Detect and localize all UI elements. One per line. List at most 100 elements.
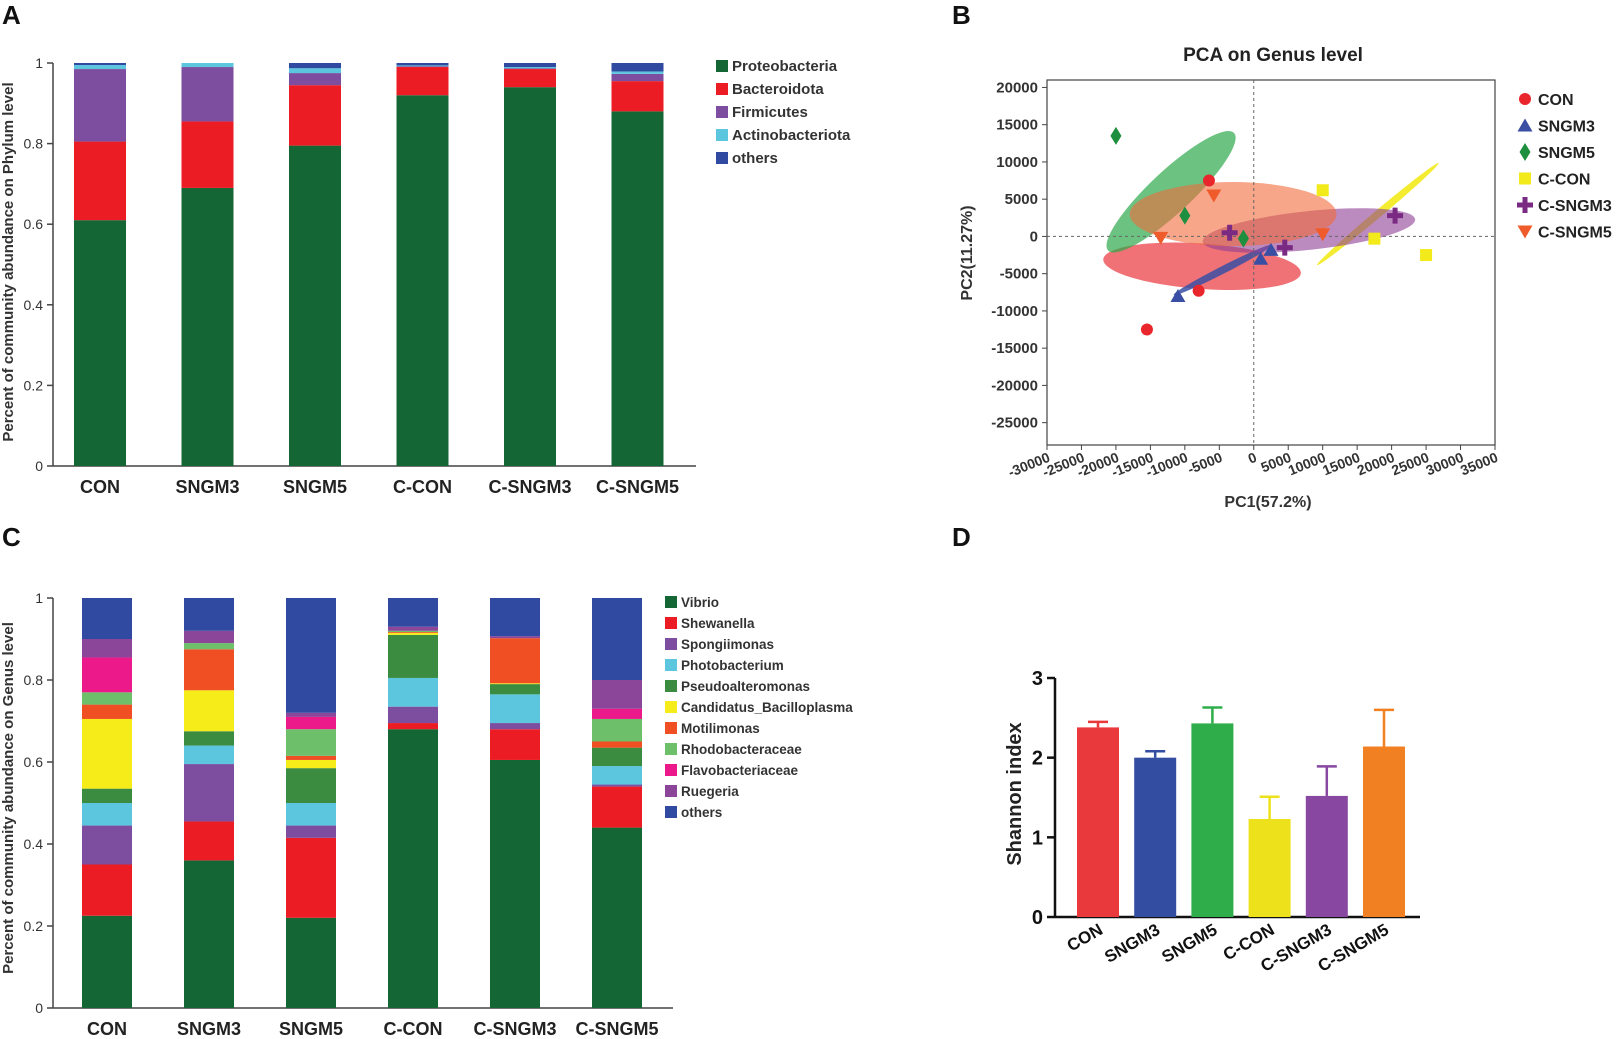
shannon-bar: [1305, 795, 1348, 917]
genus-legend-label: others: [681, 805, 722, 820]
shannon-category-label: SNGM5: [1159, 920, 1221, 967]
phylum-category-label: C-SNGM3: [488, 477, 571, 497]
genus-bar-segment: [490, 759, 540, 1008]
genus-bar-segment: [82, 825, 132, 865]
phylum-chart-ylabel: Percent of community abundance on Phylum…: [0, 82, 17, 441]
genus-bar-segment: [388, 729, 438, 1008]
phylum-bar-segment: [611, 111, 664, 467]
genus-category-label: SNGM5: [279, 1019, 343, 1039]
panel-label-d: D: [952, 522, 971, 552]
phylum-bar-segment: [181, 121, 234, 188]
genus-bar-segment: [82, 639, 132, 658]
genus-bar-segment: [592, 680, 642, 709]
phylum-bar-segment: [289, 68, 341, 74]
pca-legend-label: C-SNGM3: [1538, 198, 1612, 215]
pca-point-c-con: [1420, 249, 1433, 262]
pca-point-c-sngm3: [1387, 207, 1404, 224]
pca-confidence-ellipse: [1129, 182, 1337, 247]
genus-legend-label: Photobacterium: [681, 658, 784, 673]
shannon-bar: [1363, 746, 1405, 917]
pca-point-sngm5: [1179, 206, 1191, 225]
phylum-category-label: SNGM3: [175, 477, 239, 497]
genus-bar-segment: [286, 825, 336, 838]
genus-bar-segment: [490, 723, 540, 730]
genus-bar-segment: [592, 598, 642, 680]
phylum-bar-segment: [289, 63, 341, 69]
phylum-category-label: C-SNGM5: [596, 477, 679, 497]
genus-bar-segment: [82, 657, 132, 693]
genus-bar-segment: [184, 649, 234, 691]
genus-bar-segment: [184, 745, 234, 765]
genus-bar-segment: [286, 712, 336, 717]
phylum-bar-segment: [396, 66, 449, 68]
genus-bar-segment: [82, 692, 132, 705]
genus-bar-segment: [286, 917, 336, 1008]
phylum-bar-segment: [611, 71, 664, 74]
genus-bar-segment: [388, 598, 438, 627]
pca-point-c-sngm5: [1153, 231, 1169, 245]
phylum-bar-segment: [74, 220, 126, 466]
genus-bar-segment: [388, 706, 438, 724]
pca-confidence-ellipse: [1173, 244, 1272, 296]
genus-category-label: C-SNGM5: [575, 1019, 658, 1039]
shannon-category-label: SNGM3: [1101, 920, 1163, 967]
pca-legend-label: SNGM3: [1538, 119, 1595, 136]
genus-bar-segment: [388, 626, 438, 631]
phylum-y-tick-label: 0.4: [24, 297, 44, 313]
genus-bar-segment: [82, 598, 132, 639]
phylum-y-tick-label: 0.6: [24, 216, 44, 232]
pca-chart-xlabel: PC1(57.2%): [1224, 494, 1311, 511]
phylum-legend-label: Proteobacteria: [732, 58, 838, 75]
shannon-bar: [1248, 819, 1291, 917]
genus-legend-label: Flavobacteriaceae: [681, 763, 799, 778]
phylum-bar-segment: [396, 63, 449, 66]
pca-y-tick-label: 5000: [1005, 191, 1038, 208]
phylum-legend-swatch: [716, 106, 728, 118]
phylum-bar-segment: [289, 145, 341, 467]
phylum-bar-segment: [74, 65, 126, 70]
genus-bar-segment: [286, 755, 336, 760]
genus-bar-segment: [286, 729, 336, 756]
pca-y-tick-label: -10000: [991, 303, 1038, 320]
phylum-bar-segment: [504, 69, 556, 88]
phylum-legend-swatch: [716, 129, 728, 141]
phylum-legend-label: Actinobacteriota: [732, 127, 851, 144]
genus-bar-segment: [490, 683, 540, 685]
phylum-y-tick-label: 1: [35, 55, 43, 71]
pca-y-tick-label: 0: [1030, 228, 1038, 245]
genus-bar-segment: [388, 632, 438, 635]
genus-legend-swatch: [665, 638, 677, 650]
genus-legend-label: Spongiimonas: [681, 637, 774, 652]
phylum-y-tick-label: 0: [35, 458, 43, 474]
genus-legend-label: Vibrio: [681, 595, 719, 610]
shannon-y-tick-label: 0: [1032, 907, 1043, 929]
pca-y-tick-label: -20000: [991, 377, 1038, 394]
phylum-bar-segment: [74, 63, 126, 66]
phylum-bar-segment: [611, 81, 664, 112]
pca-scatter-chart: PCA on Genus level PC1(57.2%) PC2(11.27%…: [959, 45, 1612, 511]
genus-bar-segment: [592, 747, 642, 767]
shannon-chart-ylabel: Shannon index: [1004, 722, 1026, 865]
genus-legend-label: Rhodobacteraceae: [681, 742, 802, 757]
phylum-bar-segment: [611, 63, 664, 72]
phylum-category-label: C-CON: [393, 477, 452, 497]
pca-legend-label: C-CON: [1538, 172, 1590, 189]
pca-point-c-sngm3: [1276, 239, 1293, 256]
pca-y-tick-label: 15000: [996, 117, 1038, 134]
pca-point-c-sngm5: [1206, 189, 1222, 203]
phylum-y-tick-label: 0.2: [24, 377, 44, 393]
phylum-bar-segment: [396, 67, 449, 96]
pca-y-tick-label: -5000: [1000, 266, 1038, 283]
phylum-bar-segment: [289, 73, 341, 86]
genus-legend-label: Motilimonas: [681, 721, 760, 736]
genus-bar-segment: [592, 708, 642, 719]
phylum-legend-label: others: [732, 150, 778, 167]
genus-bar-segment: [184, 764, 234, 822]
pca-point-sngm3: [1253, 251, 1269, 265]
genus-bar-segment: [286, 716, 336, 730]
genus-stacked-bar-chart: Percent of community abundance on Genus …: [0, 590, 853, 1039]
genus-bar-segment: [388, 630, 438, 633]
genus-y-tick-label: 0: [35, 1000, 43, 1016]
phylum-legend-swatch: [716, 60, 728, 72]
panel-label-b: B: [952, 0, 971, 30]
